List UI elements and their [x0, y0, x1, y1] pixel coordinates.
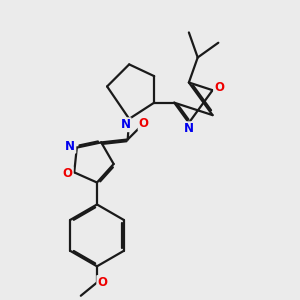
Text: O: O	[63, 167, 73, 180]
Text: N: N	[65, 140, 75, 153]
Text: N: N	[184, 122, 194, 135]
Text: N: N	[121, 118, 130, 131]
Text: O: O	[139, 117, 148, 130]
Text: O: O	[97, 276, 107, 289]
Text: O: O	[214, 81, 224, 94]
